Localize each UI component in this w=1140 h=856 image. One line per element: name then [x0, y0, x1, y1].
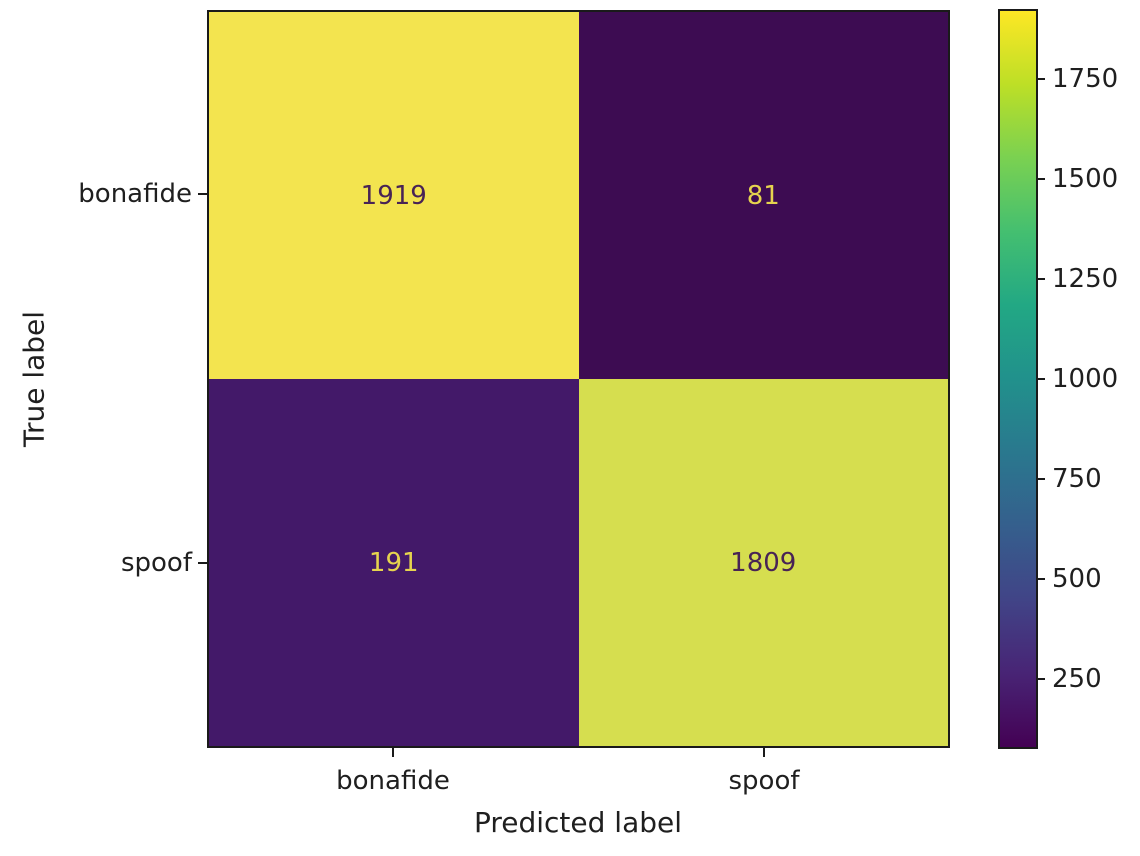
matrix-cell-true-bonafide-pred-bonafide: 1919 — [209, 12, 579, 379]
colorbar-tick-label: 500 — [1052, 564, 1102, 595]
colorbar-tick-label: 750 — [1052, 464, 1102, 495]
colorbar-tick-mark — [1036, 578, 1045, 581]
cell-value: 81 — [746, 180, 780, 211]
matrix-cell-true-spoof-pred-bonafide: 191 — [209, 379, 579, 746]
colorbar-tick-label: 1000 — [1052, 364, 1119, 394]
y-axis-title: True label — [17, 310, 51, 448]
colorbar-tick-label: 250 — [1052, 664, 1102, 695]
colorbar-tick-label: 1500 — [1052, 163, 1119, 194]
y-tick-mark-spoof — [198, 562, 207, 564]
colorbar — [998, 9, 1038, 749]
colorbar-tick-mark — [1036, 277, 1045, 280]
colorbar-tick-mark — [1036, 478, 1045, 481]
x-tick-mark-bonafide — [392, 748, 394, 757]
colorbar-tick-mark — [1036, 177, 1045, 180]
x-axis-title: Predicted label — [473, 806, 683, 839]
cell-value: 1809 — [730, 547, 797, 578]
colorbar-tick-mark — [1036, 77, 1045, 80]
matrix-cell-true-bonafide-pred-spoof: 81 — [578, 12, 948, 379]
x-tick-label-spoof: spoof — [728, 766, 800, 796]
y-tick-mark-bonafide — [198, 193, 207, 195]
colorbar-tick-mark — [1036, 678, 1045, 681]
y-tick-label-spoof: spoof — [120, 548, 192, 578]
y-tick-label-bonafide: bonafide — [78, 179, 192, 209]
matrix-cell-true-spoof-pred-spoof: 1809 — [578, 379, 948, 746]
colorbar-tick-mark — [1036, 378, 1045, 380]
cell-value: 191 — [368, 547, 419, 578]
heatmap-axes: 1919 81 191 1809 — [207, 10, 950, 748]
colorbar-tick-label: 1750 — [1052, 63, 1119, 94]
cell-value: 1919 — [360, 180, 427, 211]
x-tick-label-bonafide: bonafide — [336, 766, 450, 796]
colorbar-tick-label: 1250 — [1052, 263, 1119, 294]
x-tick-mark-spoof — [763, 748, 765, 757]
